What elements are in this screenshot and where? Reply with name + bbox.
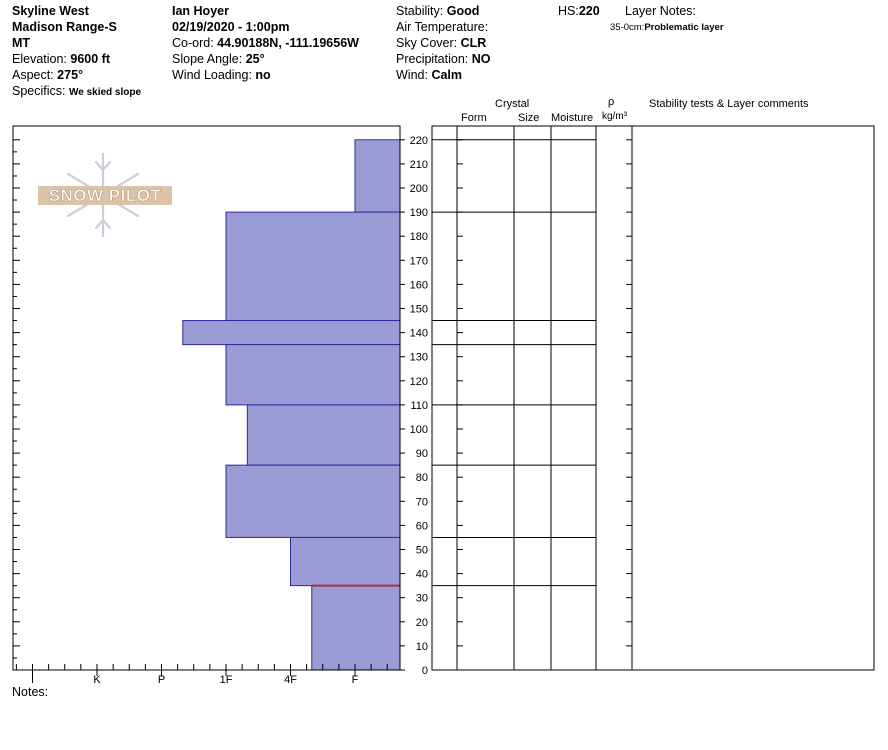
sky-cover-field: Sky Cover: CLR [396, 35, 486, 51]
logo-text: SNOW PILOT [49, 186, 162, 205]
stability-label: Stability: [396, 4, 444, 18]
depth-tick-label: 210 [410, 159, 428, 171]
depth-tick-label: 100 [410, 424, 428, 436]
density-unit-header: kg/m³ [602, 111, 627, 122]
hardness-bar-2 [182, 320, 401, 346]
slope-angle-value: 25° [245, 52, 265, 66]
precipitation-label: Precipitation: [396, 52, 469, 66]
snow-height-value: 220 [578, 4, 600, 18]
hardness-bar-1 [225, 211, 401, 322]
hardness-bar-5 [225, 464, 401, 538]
stability-field: Stability: Good [396, 3, 479, 19]
hardness-axis: I K P 1F 4F F [15, 664, 388, 686]
elevation-value: 9600 ft [70, 52, 110, 66]
hardness-bar-6 [290, 536, 401, 587]
depth-tick-label: 40 [416, 569, 428, 581]
layer-notes-title: Layer Notes: [625, 4, 696, 18]
observation-datetime: 02/19/2020 - 1:00pm [172, 20, 290, 34]
hardness-tick-label: 1F [220, 674, 233, 686]
sky-cover-label: Sky Cover: [396, 36, 458, 50]
hardness-tick-label: K [93, 674, 101, 686]
hardness-bar-7 [311, 585, 401, 671]
specifics-value: We skied slope [68, 87, 142, 98]
wind-loading-label: Wind Loading: [172, 68, 252, 82]
slope-angle-label: Slope Angle: [172, 52, 243, 66]
layer-note-text: Problematic layer [644, 22, 724, 33]
wind-loading-field: Wind Loading: no [172, 67, 271, 83]
table-layer-rows [432, 139, 596, 587]
air-temperature-label: Air Temperature: [396, 20, 489, 34]
stability-comments-header: Stability tests & Layer comments [649, 98, 809, 110]
layer-table-frame [431, 125, 875, 671]
coordinates-label: Co-ord: [172, 36, 214, 50]
hardness-bar-3 [225, 344, 401, 406]
wind-loading-value: no [255, 68, 271, 82]
observer-name: Ian Hoyer [172, 4, 229, 18]
depth-tick-label: 20 [416, 617, 428, 629]
depth-tick-label: 0 [422, 665, 428, 677]
density-rho-header: ρ [608, 96, 615, 108]
hardness-bars [182, 139, 401, 671]
depth-tick-label: 70 [416, 496, 428, 508]
hardness-bar-4 [246, 404, 401, 466]
hardness-tick-label: P [158, 674, 165, 686]
depth-tick-label: 80 [416, 472, 428, 484]
specifics-label: Specifics: [12, 84, 66, 98]
moisture-header: Moisture [551, 112, 594, 124]
depth-tick-label: 60 [416, 520, 428, 532]
elevation-field: Elevation: 9600 ft [12, 51, 110, 67]
snow-pilot-logo: SNOW PILOT [38, 152, 172, 238]
elevation-label: Elevation: [12, 52, 67, 66]
depth-tick-label: 190 [410, 207, 428, 219]
stability-value: Good [446, 4, 480, 18]
table-depth-ticks [457, 139, 632, 671]
wind-field: Wind: Calm [396, 67, 462, 83]
depth-tick-label: 140 [410, 328, 428, 340]
snow-height-field: HS:220 [558, 3, 600, 19]
site-state: MT [12, 36, 31, 50]
air-temperature-field: Air Temperature: [396, 19, 488, 35]
crystal-header: Crystal [495, 98, 530, 110]
wind-label: Wind: [396, 68, 428, 82]
depth-tick-label: 30 [416, 593, 428, 605]
aspect-value: 275° [57, 68, 84, 82]
site-name: Skyline West [12, 4, 89, 18]
hardness-tick-label: 4F [284, 674, 297, 686]
site-range: Madison Range-S [12, 20, 117, 34]
wind-value: Calm [431, 68, 463, 82]
hardness-tick-label: F [352, 674, 359, 686]
depth-tick-label: 160 [410, 279, 428, 291]
depth-tick-label: 130 [410, 352, 428, 364]
depth-tick-label: 90 [416, 448, 428, 460]
size-header: Size [518, 112, 540, 124]
form-header: Form [461, 112, 487, 124]
layer-note-entry: 35-0cm:Problematic layer [610, 20, 724, 36]
depth-tick-label: 10 [416, 641, 428, 653]
precipitation-field: Precipitation: NO [396, 51, 491, 67]
specifics-field: Specifics: We skied slope [12, 83, 141, 101]
depth-tick-label: 50 [416, 545, 428, 557]
depth-tick-label: 150 [410, 304, 428, 316]
snow-height-label: HS: [558, 4, 579, 18]
depth-tick-label: 120 [410, 376, 428, 388]
notes-label: Notes: [12, 685, 49, 699]
sky-cover-value: CLR [460, 36, 487, 50]
precipitation-value: NO [471, 52, 491, 66]
depth-axis: 0 10 20 30 40 50 60 70 80 90 100 110 120 130 140 150 160… [13, 135, 428, 677]
depth-tick-label: 110 [410, 400, 428, 412]
hardness-bar-0 [354, 139, 401, 213]
layer-note-range: 35-0cm: [610, 22, 645, 33]
depth-tick-label: 200 [410, 183, 428, 195]
depth-tick-label: 170 [410, 255, 428, 267]
hardness-tick-label: I [31, 674, 34, 686]
coordinates-value: 44.90188N, -111.19656W [217, 36, 359, 50]
depth-tick-label: 180 [410, 231, 428, 243]
coordinates-field: Co-ord: 44.90188N, -111.19656W [172, 35, 359, 51]
aspect-field: Aspect: 275° [12, 67, 83, 83]
slope-angle-field: Slope Angle: 25° [172, 51, 265, 67]
aspect-label: Aspect: [12, 68, 54, 82]
depth-tick-label: 220 [410, 135, 428, 147]
